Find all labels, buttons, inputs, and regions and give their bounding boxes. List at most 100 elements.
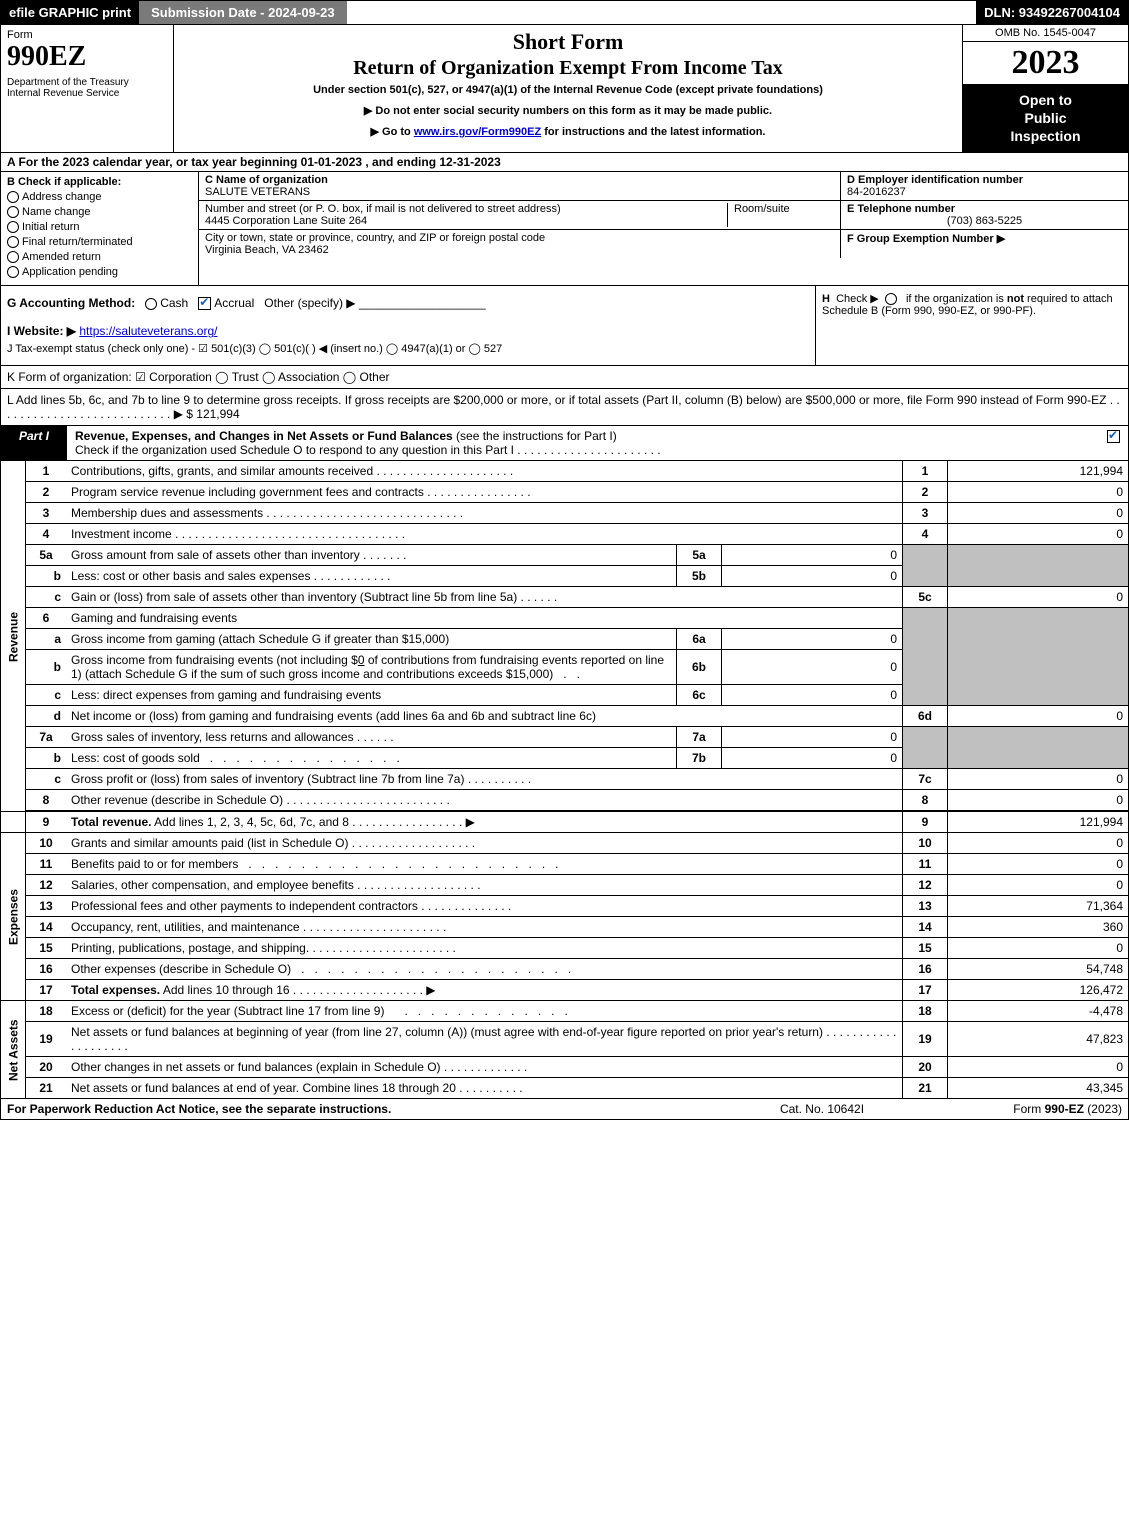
l5a-num: 5a <box>26 545 67 566</box>
l10-desc: Grants and similar amounts paid (list in… <box>66 833 903 854</box>
chk-pending[interactable]: Application pending <box>7 266 192 278</box>
box-e: E Telephone number (703) 863-5225 <box>841 201 1128 230</box>
l15-rval: 0 <box>948 938 1129 959</box>
box-d: D Employer identification number 84-2016… <box>841 172 1128 201</box>
l5a-desc: Gross amount from sale of assets other t… <box>66 545 677 566</box>
l11-num: 11 <box>26 854 67 875</box>
chk-initial[interactable]: Initial return <box>7 221 192 233</box>
l7ab-shade <box>903 727 948 769</box>
g-cash-radio[interactable] <box>145 298 157 310</box>
l7a-inval: 0 <box>722 727 903 748</box>
l17-rnum: 17 <box>903 980 948 1001</box>
footer-right: Form 990-EZ (2023) <box>922 1102 1122 1116</box>
row-g: G Accounting Method: Cash Accrual Other … <box>7 296 809 310</box>
chk-name[interactable]: Name change <box>7 206 192 218</box>
l1-rnum: 1 <box>903 461 948 482</box>
footer-left: For Paperwork Reduction Act Notice, see … <box>7 1102 722 1116</box>
l6c-num: c <box>26 685 67 706</box>
l9-side <box>1 811 26 833</box>
l9-rnum: 9 <box>903 811 948 833</box>
l7c-rval: 0 <box>948 769 1129 790</box>
row-j: J Tax-exempt status (check only one) - ☑… <box>7 342 809 355</box>
section-ghij: G Accounting Method: Cash Accrual Other … <box>0 286 1129 366</box>
g-accrual-check[interactable] <box>198 297 211 310</box>
addr-value: 4445 Corporation Lane Suite 264 <box>205 215 367 227</box>
g-accrual: Accrual <box>214 296 254 310</box>
phone-value: (703) 863-5225 <box>847 215 1122 227</box>
l16-rval: 54,748 <box>948 959 1129 980</box>
h-check[interactable] <box>885 293 897 305</box>
chk-amended[interactable]: Amended return <box>7 251 192 263</box>
chk-final[interactable]: Final return/terminated <box>7 236 192 248</box>
sub3-post: for instructions and the latest informat… <box>541 126 765 138</box>
l8-num: 8 <box>26 790 67 812</box>
l7c-num: c <box>26 769 67 790</box>
l2-rval: 0 <box>948 482 1129 503</box>
expenses-side-label: Expenses <box>1 833 26 1001</box>
part-i-checkbox[interactable] <box>1102 426 1128 460</box>
f-label: F Group Exemption Number ▶ <box>847 233 1005 245</box>
l2-desc: Program service revenue including govern… <box>66 482 903 503</box>
l12-rval: 0 <box>948 875 1129 896</box>
part-i-header: Part I Revenue, Expenses, and Changes in… <box>0 426 1129 461</box>
l8-desc: Other revenue (describe in Schedule O) .… <box>66 790 903 812</box>
l5ab-shade-val <box>948 545 1129 587</box>
l4-rval: 0 <box>948 524 1129 545</box>
d-label: D Employer identification number <box>847 174 1023 186</box>
l6-desc: Gaming and fundraising events <box>66 608 903 629</box>
part-i-title-rest: (see the instructions for Part I) <box>453 429 617 443</box>
l19-desc: Net assets or fund balances at beginning… <box>66 1022 903 1057</box>
l14-rval: 360 <box>948 917 1129 938</box>
l9-desc: Total revenue. Add lines 1, 2, 3, 4, 5c,… <box>66 811 903 833</box>
l5b-innum: 5b <box>677 566 722 587</box>
row-l: L Add lines 5b, 6c, and 7b to line 9 to … <box>0 389 1129 426</box>
l5b-inval: 0 <box>722 566 903 587</box>
l16-num: 16 <box>26 959 67 980</box>
l2-rnum: 2 <box>903 482 948 503</box>
l9-num: 9 <box>26 811 67 833</box>
l5a-innum: 5a <box>677 545 722 566</box>
l17-desc: Total expenses. Add lines 10 through 16 … <box>66 980 903 1001</box>
header-left: Form 990EZ Department of the Treasury In… <box>1 25 174 152</box>
l-value: 121,994 <box>196 407 239 421</box>
g-other: Other (specify) ▶ <box>264 296 355 310</box>
row-a-period: A For the 2023 calendar year, or tax yea… <box>0 153 1129 172</box>
form-header: Form 990EZ Department of the Treasury In… <box>0 25 1129 153</box>
l6c-innum: 6c <box>677 685 722 706</box>
l4-desc: Investment income . . . . . . . . . . . … <box>66 524 903 545</box>
l16-desc: Other expenses (describe in Schedule O) … <box>66 959 903 980</box>
l21-desc: Net assets or fund balances at end of ye… <box>66 1078 903 1099</box>
l5c-rval: 0 <box>948 587 1129 608</box>
form-page: efile GRAPHIC print Submission Date - 20… <box>0 0 1129 1120</box>
l11-desc: Benefits paid to or for members . . . . … <box>66 854 903 875</box>
l7ab-shade-val <box>948 727 1129 769</box>
l3-num: 3 <box>26 503 67 524</box>
l9-rval: 121,994 <box>948 811 1129 833</box>
l3-rnum: 3 <box>903 503 948 524</box>
addr-label: Number and street (or P. O. box, if mail… <box>205 203 561 215</box>
l7c-desc: Gross profit or (loss) from sales of inv… <box>66 769 903 790</box>
l6d-num: d <box>26 706 67 727</box>
irs-link[interactable]: www.irs.gov/Form990EZ <box>414 126 541 138</box>
city-label: City or town, state or province, country… <box>205 232 545 244</box>
chk-address[interactable]: Address change <box>7 191 192 203</box>
l17-rval: 126,472 <box>948 980 1129 1001</box>
footer-cat: Cat. No. 10642I <box>722 1102 922 1116</box>
box-c-city: City or town, state or province, country… <box>199 230 841 258</box>
l15-desc: Printing, publications, postage, and shi… <box>66 938 903 959</box>
box-f: F Group Exemption Number ▶ <box>841 230 1128 258</box>
l5c-desc: Gain or (loss) from sale of assets other… <box>66 587 903 608</box>
l6c-inval: 0 <box>722 685 903 706</box>
website-link[interactable]: https://saluteveterans.org/ <box>79 324 217 338</box>
open-to-public: Open to Public Inspection <box>963 85 1128 152</box>
l6a-inval: 0 <box>722 629 903 650</box>
l5b-desc: Less: cost or other basis and sales expe… <box>66 566 677 587</box>
l6abc-shade-val <box>948 608 1129 706</box>
l16-rnum: 16 <box>903 959 948 980</box>
l21-num: 21 <box>26 1078 67 1099</box>
c-name-label: C Name of organization <box>205 174 328 186</box>
sub3-pre: ▶ Go to <box>371 126 414 138</box>
l10-num: 10 <box>26 833 67 854</box>
submission-date: Submission Date - 2024-09-23 <box>139 1 347 24</box>
l3-rval: 0 <box>948 503 1129 524</box>
